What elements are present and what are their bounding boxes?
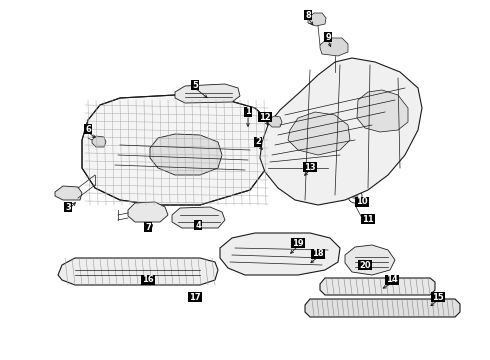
Text: 7: 7: [145, 222, 151, 231]
Polygon shape: [345, 245, 395, 275]
Polygon shape: [320, 38, 348, 56]
Circle shape: [298, 174, 306, 182]
Polygon shape: [82, 95, 270, 205]
Text: 14: 14: [386, 275, 398, 284]
Polygon shape: [220, 233, 340, 275]
Polygon shape: [260, 58, 422, 205]
Text: 15: 15: [432, 292, 444, 302]
Text: 19: 19: [292, 238, 304, 248]
Polygon shape: [92, 136, 106, 147]
Text: 10: 10: [356, 198, 368, 207]
Polygon shape: [288, 112, 350, 155]
Text: 3: 3: [65, 202, 71, 211]
Polygon shape: [150, 134, 222, 175]
Text: 16: 16: [142, 275, 154, 284]
Text: 18: 18: [312, 249, 324, 258]
Text: 2: 2: [255, 138, 261, 147]
Text: 17: 17: [189, 292, 201, 302]
Text: 1: 1: [245, 108, 251, 117]
Text: 20: 20: [359, 261, 371, 270]
Polygon shape: [320, 278, 435, 295]
Polygon shape: [128, 202, 168, 222]
Circle shape: [352, 193, 358, 199]
Text: 9: 9: [325, 32, 331, 41]
Polygon shape: [308, 13, 326, 26]
Polygon shape: [305, 299, 460, 317]
Polygon shape: [268, 116, 282, 127]
Text: 11: 11: [362, 215, 374, 224]
Polygon shape: [58, 258, 218, 285]
Polygon shape: [175, 84, 240, 103]
Text: 8: 8: [305, 10, 311, 19]
Polygon shape: [357, 90, 408, 132]
Text: 6: 6: [85, 125, 91, 134]
Polygon shape: [172, 207, 225, 228]
Polygon shape: [55, 186, 82, 200]
Text: 12: 12: [259, 112, 271, 122]
Text: 4: 4: [195, 220, 201, 230]
Text: 5: 5: [192, 81, 198, 90]
Text: 13: 13: [304, 162, 316, 171]
